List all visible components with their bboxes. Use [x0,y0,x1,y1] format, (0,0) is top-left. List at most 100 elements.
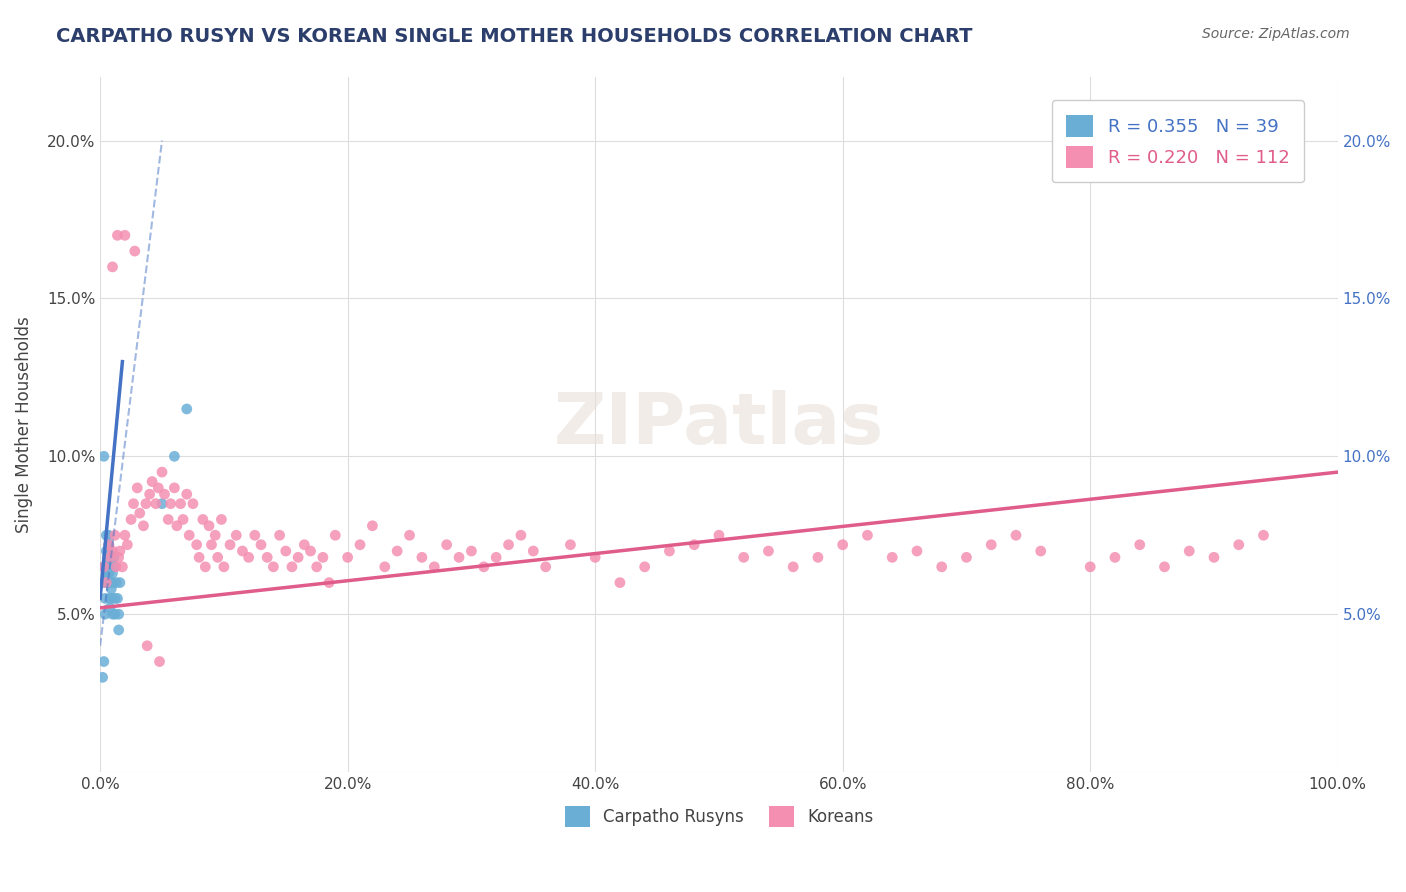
Text: CARPATHO RUSYN VS KOREAN SINGLE MOTHER HOUSEHOLDS CORRELATION CHART: CARPATHO RUSYN VS KOREAN SINGLE MOTHER H… [56,27,973,45]
Text: Source: ZipAtlas.com: Source: ZipAtlas.com [1202,27,1350,41]
Point [93,559,115,574]
Point [138,487,160,501]
Point [181,497,204,511]
Point [609,575,631,590]
Point [1129,538,1152,552]
Point [269,528,291,542]
Point [658,544,681,558]
Point [831,538,853,552]
Point [256,550,278,565]
Point [905,544,928,558]
Point [323,528,346,542]
Point [186,538,208,552]
Point [120,512,142,526]
Point [104,528,127,542]
Point [91,670,114,684]
Point [305,559,328,574]
Point [105,559,128,574]
Point [94,607,117,622]
Point [107,550,129,565]
Point [136,639,159,653]
Text: ZIPatlas: ZIPatlas [554,390,884,459]
Point [374,559,396,574]
Point [98,550,121,565]
Point [93,655,115,669]
Point [980,538,1002,552]
Point [209,512,232,526]
Point [243,528,266,542]
Point [98,575,121,590]
Point [117,538,139,552]
Point [122,497,145,511]
Point [1202,550,1225,565]
Point [299,544,322,558]
Point [398,528,420,542]
Point [583,550,606,565]
Point [108,575,131,590]
Point [1178,544,1201,558]
Point [96,559,118,574]
Point [188,550,211,565]
Legend: Carpatho Rusyns, Koreans: Carpatho Rusyns, Koreans [558,799,880,833]
Point [1005,528,1028,542]
Y-axis label: Single Mother Households: Single Mother Households [15,317,32,533]
Point [148,655,170,669]
Point [135,497,157,511]
Point [733,550,755,565]
Point [250,538,273,552]
Point [782,559,804,574]
Point [93,559,115,574]
Point [1104,550,1126,565]
Point [219,538,242,552]
Point [163,481,186,495]
Point [207,550,229,565]
Point [194,559,217,574]
Point [560,538,582,552]
Point [96,528,118,542]
Point [281,559,304,574]
Point [238,550,260,565]
Point [111,559,134,574]
Point [101,575,124,590]
Point [124,244,146,258]
Point [200,538,222,552]
Point [361,518,384,533]
Point [96,566,118,581]
Point [204,528,226,542]
Point [114,228,136,243]
Point [225,528,247,542]
Point [807,550,830,565]
Point [101,544,124,558]
Point [460,544,482,558]
Point [100,582,122,596]
Point [98,591,121,606]
Point [159,497,181,511]
Point [97,538,120,552]
Point [312,550,335,565]
Point [141,475,163,489]
Point [101,566,124,581]
Point [436,538,458,552]
Point [262,559,284,574]
Point [856,528,879,542]
Point [179,528,201,542]
Point [97,528,120,542]
Point [176,487,198,501]
Point [93,575,115,590]
Point [509,528,531,542]
Point [101,607,124,622]
Point [132,518,155,533]
Point [758,544,780,558]
Point [707,528,730,542]
Point [166,518,188,533]
Point [882,550,904,565]
Point [96,575,118,590]
Point [97,538,120,552]
Point [1153,559,1175,574]
Point [634,559,657,574]
Point [104,607,127,622]
Point [145,497,167,511]
Point [1029,544,1052,558]
Point [683,538,706,552]
Point [274,544,297,558]
